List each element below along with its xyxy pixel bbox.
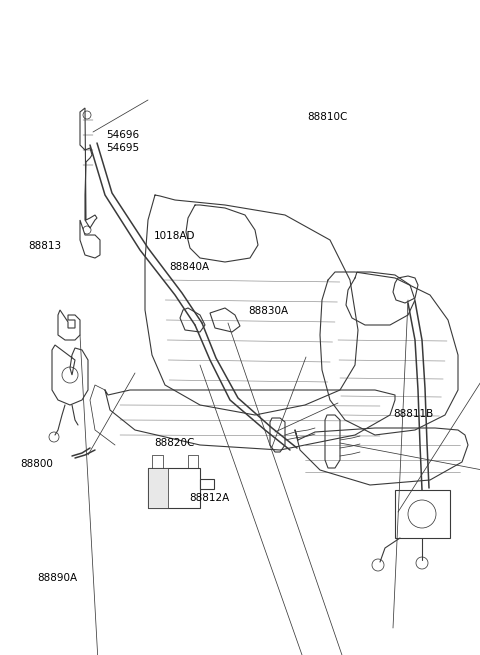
- Text: 88830A: 88830A: [249, 306, 289, 316]
- Bar: [148, 468, 168, 508]
- Text: 88800: 88800: [20, 458, 53, 469]
- Text: 88810C: 88810C: [307, 111, 348, 122]
- Polygon shape: [80, 108, 97, 228]
- Text: 88811B: 88811B: [394, 409, 434, 419]
- Polygon shape: [393, 276, 418, 303]
- Text: 88840A: 88840A: [169, 261, 210, 272]
- Text: 54695: 54695: [107, 143, 140, 153]
- Polygon shape: [58, 310, 80, 340]
- Bar: [200, 479, 214, 489]
- Text: 88813: 88813: [28, 241, 61, 252]
- Text: 88890A: 88890A: [37, 572, 78, 583]
- Polygon shape: [210, 308, 240, 332]
- Text: 54696: 54696: [107, 130, 140, 140]
- Polygon shape: [180, 308, 205, 332]
- Polygon shape: [80, 220, 100, 258]
- Text: 88820C: 88820C: [155, 438, 195, 448]
- Text: 88812A: 88812A: [190, 493, 230, 503]
- Bar: [395, 490, 450, 538]
- Polygon shape: [52, 345, 88, 405]
- Text: 1018AD: 1018AD: [154, 231, 195, 241]
- Polygon shape: [325, 415, 340, 468]
- Bar: [148, 468, 200, 508]
- Polygon shape: [270, 418, 285, 452]
